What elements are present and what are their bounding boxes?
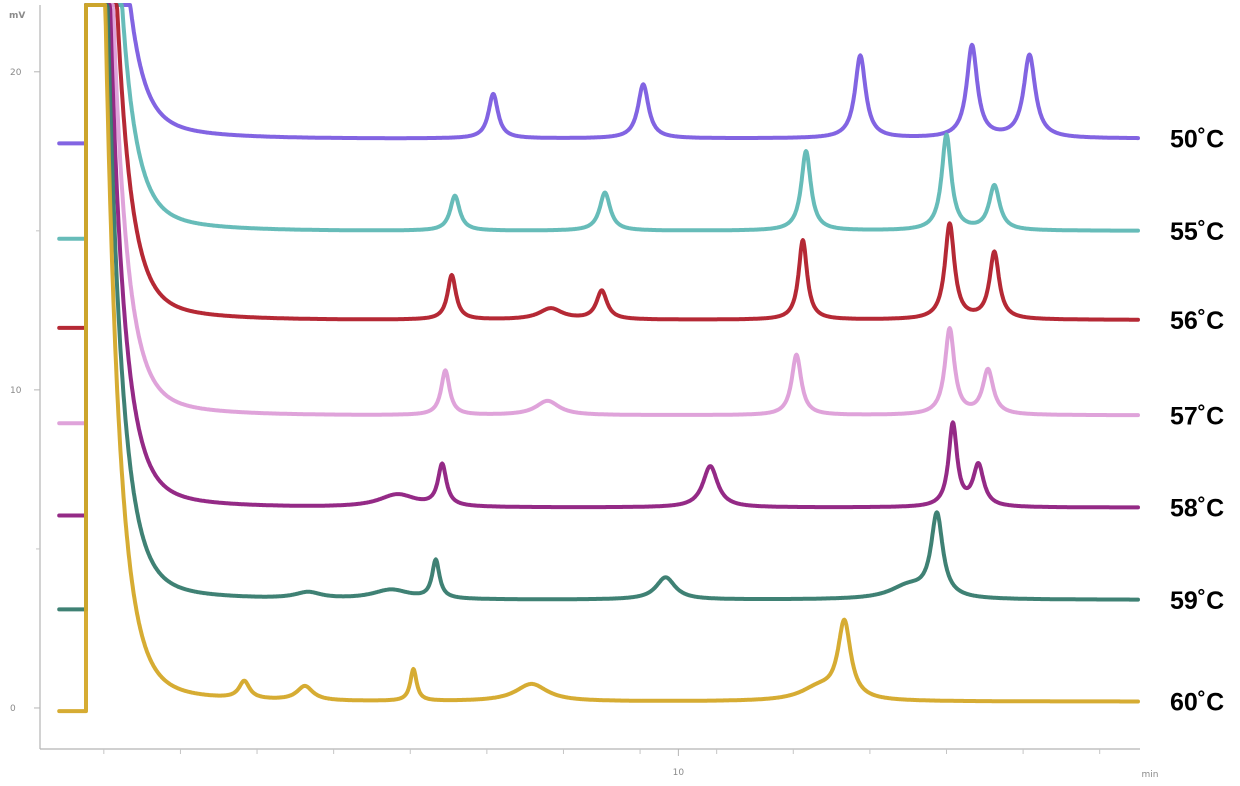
y-tick-label: 0	[10, 704, 16, 714]
chart-axes: 0 10 20 mV 10 min	[9, 5, 1158, 780]
series-label: 55˚C	[1170, 218, 1224, 246]
x-tick-label: 10	[673, 768, 685, 778]
series-label: 58˚C	[1170, 495, 1224, 523]
series-line	[57, 3, 1140, 518]
y-tick-label: 10	[10, 386, 22, 396]
series-line	[57, 3, 1140, 426]
series-label: 57˚C	[1170, 402, 1224, 430]
x-axis-unit-label: min	[1142, 770, 1159, 780]
series-labels: 50˚C 55˚C 56˚C 57˚C 58˚C 59˚C 60˚C	[1170, 126, 1224, 717]
y-axis-unit-label: mV	[9, 11, 25, 21]
y-tick-label: 20	[10, 68, 22, 78]
series-line	[57, 3, 1140, 612]
series-label: 50˚C	[1170, 126, 1224, 154]
series-label: 59˚C	[1170, 587, 1224, 615]
series-line	[57, 3, 1140, 330]
series-label: 60˚C	[1170, 689, 1224, 717]
series-line	[57, 3, 1140, 241]
series-line	[57, 3, 1140, 714]
series-label: 56˚C	[1170, 307, 1224, 335]
chart-traces	[57, 3, 1140, 714]
series-line	[57, 3, 1140, 146]
